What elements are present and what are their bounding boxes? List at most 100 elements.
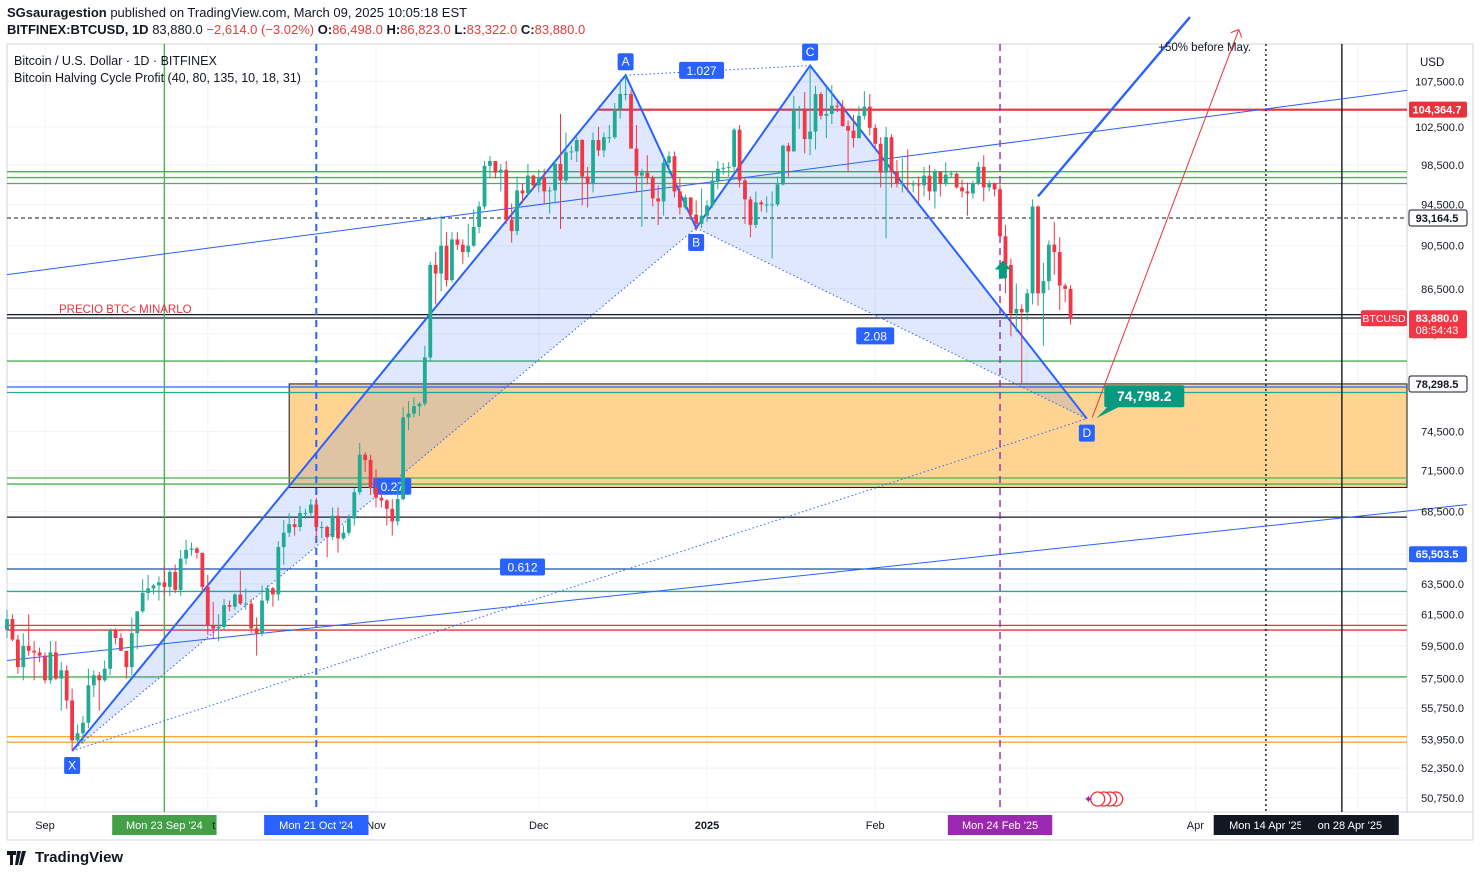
price-change: −2,614.0 (−3.02%) [206,22,315,37]
candle-body [167,571,172,587]
symbol-tag-text: BTCUSD [1362,313,1406,325]
candle-body [417,403,422,407]
candle-body [607,137,612,139]
candle-body [884,137,888,173]
candle-body [412,406,416,414]
high-label: H: [386,22,401,37]
ratio-label: 0.612 [507,560,537,574]
y-axis-labels: 107,500.0 102,500.0 98,500.0 94,500.0 90,500… [1361,76,1468,805]
candle-body [645,172,650,178]
candle-body [824,113,829,116]
y-tick-label: 94,500.0 [1421,199,1464,211]
candle-body [70,700,75,741]
candle-body [276,547,281,595]
y-tick-label: 57,500.0 [1421,674,1464,686]
candle-body [900,183,905,185]
candle-body [574,140,579,152]
candle-body [753,202,758,225]
candle-body [976,166,981,184]
candle-body [938,171,943,184]
x-tick-label-hidden: t [212,820,215,832]
candle-body [59,670,64,679]
candle-body [650,177,655,199]
candle-body [542,177,547,192]
candle-body [108,630,112,669]
x-date-marker-label: Mon 23 Sep '24 [126,820,203,832]
pattern-fill-xab [72,75,697,752]
candle-body [759,202,764,205]
candle-body [178,558,183,590]
y-tick-label: 59,500.0 [1421,641,1464,653]
chart-title[interactable]: Bitcoin / U.S. Dollar · 1D · BITFINEX [14,54,217,68]
indicator-label[interactable]: Bitcoin Halving Cycle Profit (40, 80, 13… [14,71,301,85]
upper-trend-line [6,89,1408,276]
vertical-markers [163,44,1343,812]
candle-body [960,187,964,192]
candle-body [222,605,226,627]
candle-body [216,626,221,629]
candle-body [889,137,894,172]
price-callout-text: 74,798.2 [1117,388,1172,404]
candle-body [998,189,1002,237]
price-callout-box [1104,385,1185,408]
candle-body [119,637,123,651]
candle-body [851,130,856,139]
candle-body [428,264,433,358]
candle-body [515,190,519,232]
author-name[interactable]: SGsauragestion [7,5,107,20]
candle-body [374,488,378,498]
candle-body [667,156,671,163]
brand-name[interactable]: TradingView [35,849,124,866]
ratio-label-box [500,558,546,576]
candle-body [189,548,194,550]
currency-label[interactable]: USD [1420,57,1444,69]
candle-body [743,180,747,200]
ratio-label-box [856,327,895,345]
candle-body [618,93,623,110]
y-tick-label: 71,500.0 [1421,466,1464,478]
candle-body [547,190,552,192]
candle-body [75,733,80,741]
price-tag-box [1409,101,1467,118]
candle-body [916,184,921,186]
close-value: 83,880.0 [534,22,586,37]
candle-body [319,526,324,528]
candle-body [37,652,42,656]
candle-body [846,125,850,131]
candle-body [927,175,932,192]
candle-body [211,625,216,629]
candle-body [569,151,574,153]
point-label-a: A [622,55,630,69]
x-tick-label: Sep [35,820,55,832]
candle-body [292,524,297,527]
y-tick-label: 102,500.0 [1415,122,1464,134]
candle-body [184,549,188,559]
candle-body [455,239,460,245]
candle-body [634,148,639,176]
annotations: PRECIO BTC< MINARLO +50% before May. 74,79… [59,28,1251,807]
price-tag-text: 93,164.5 [1416,213,1459,225]
candle-body [553,163,557,191]
candle-body [5,619,9,631]
candle-body [1025,293,1030,313]
candle-body [835,105,840,107]
candle-body [585,176,590,184]
x-date-marker-label: on 28 Apr '25 [1318,820,1383,832]
y-tick-label: 86,500.0 [1421,284,1464,296]
candle-body [596,140,601,151]
candle-body [390,508,395,522]
x-tick-label: 2025 [695,820,719,832]
candle-body [987,183,992,188]
candle-body [113,630,118,638]
low-label: L: [454,22,467,37]
candle-body [26,645,31,651]
y-tick-label: 61,500.0 [1421,609,1464,621]
candle-body [151,585,156,589]
candle-body [1030,206,1035,294]
price-tag-box [1409,310,1467,339]
candle-body [949,173,954,175]
candle-body [363,454,368,461]
candle-body [43,655,47,681]
price-callout-tail [1096,406,1121,419]
